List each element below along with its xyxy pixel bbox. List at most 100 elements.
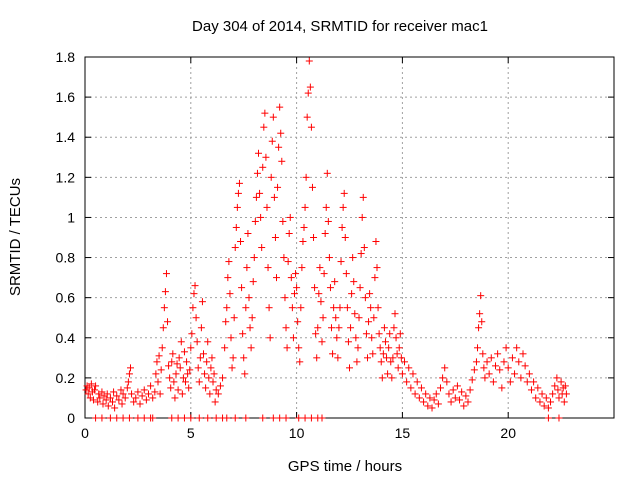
data-point <box>474 344 482 352</box>
y-tick-label: 1 <box>67 209 75 225</box>
data-point <box>508 354 516 362</box>
data-point <box>252 193 260 201</box>
data-point <box>210 370 218 378</box>
data-point <box>170 378 178 386</box>
data-point <box>276 103 284 111</box>
data-point <box>392 334 400 342</box>
data-point <box>384 370 392 378</box>
data-point <box>320 270 328 278</box>
y-axis-title: SRMTID / TECUs <box>7 178 24 296</box>
data-point <box>256 189 264 197</box>
data-point <box>270 193 278 201</box>
data-point <box>403 378 411 386</box>
data-point <box>424 402 432 410</box>
data-point <box>242 304 250 312</box>
x-tick-label: 10 <box>289 425 305 441</box>
data-point <box>211 398 219 406</box>
data-point <box>249 278 257 286</box>
data-point <box>492 362 500 370</box>
data-point <box>401 358 409 366</box>
data-point <box>239 330 247 338</box>
data-point <box>161 288 169 296</box>
data-point <box>128 390 136 398</box>
data-point <box>330 304 338 312</box>
data-point <box>536 398 544 406</box>
data-point <box>286 213 294 221</box>
data-point <box>549 390 557 398</box>
data-point <box>188 330 196 338</box>
data-point <box>98 388 106 396</box>
data-point <box>92 382 100 390</box>
data-point <box>544 414 552 422</box>
y-tick-label: 1.6 <box>56 89 76 105</box>
data-point <box>190 290 198 298</box>
data-point <box>318 414 326 422</box>
data-point <box>287 274 295 282</box>
data-point <box>232 223 240 231</box>
data-point <box>302 173 310 181</box>
data-point <box>182 378 190 386</box>
data-point <box>99 400 107 408</box>
data-point <box>247 344 255 352</box>
data-point <box>420 398 428 406</box>
data-point <box>355 314 363 322</box>
data-point <box>206 390 214 398</box>
data-point <box>226 290 234 298</box>
data-point <box>166 374 174 382</box>
data-point <box>389 354 397 362</box>
data-point <box>515 358 523 366</box>
data-point <box>426 394 434 402</box>
x-tick-label: 0 <box>81 425 89 441</box>
data-point <box>532 394 540 402</box>
data-point <box>500 358 508 366</box>
data-point <box>356 284 364 292</box>
data-point <box>257 213 265 221</box>
data-point <box>430 396 438 404</box>
data-point <box>453 382 461 390</box>
data-point <box>205 374 213 382</box>
data-point <box>250 254 258 262</box>
data-point <box>241 370 249 378</box>
y-tick-label: 0.4 <box>56 330 76 346</box>
data-point <box>303 113 311 121</box>
data-point <box>102 396 110 404</box>
data-point <box>282 324 290 332</box>
data-point <box>134 414 142 422</box>
data-point <box>485 370 493 378</box>
data-point <box>398 370 406 378</box>
data-point <box>222 318 230 326</box>
data-point <box>354 344 362 352</box>
data-point <box>476 310 484 318</box>
data-point <box>113 392 121 400</box>
grid-lines <box>85 57 614 418</box>
data-point <box>275 143 283 151</box>
data-point <box>144 390 152 398</box>
data-point <box>110 388 118 396</box>
data-point <box>332 314 340 322</box>
data-point <box>173 360 181 368</box>
data-point <box>140 386 148 394</box>
data-point <box>462 392 470 400</box>
data-point <box>261 109 269 117</box>
data-point <box>223 414 231 422</box>
data-point <box>346 364 353 372</box>
data-point <box>160 304 168 312</box>
data-point <box>498 384 506 392</box>
data-point <box>251 217 259 225</box>
x-axis-title: GPS time / hours <box>288 458 402 475</box>
data-point <box>203 358 211 366</box>
data-point <box>428 404 436 412</box>
data-point <box>89 396 97 404</box>
data-point <box>305 57 313 65</box>
data-point <box>276 414 284 422</box>
data-point <box>434 400 442 408</box>
data-point <box>298 264 306 272</box>
data-point <box>358 213 366 221</box>
data-point <box>274 183 282 191</box>
x-tick-label: 20 <box>500 425 516 441</box>
data-point <box>235 179 243 187</box>
data-point <box>547 398 555 406</box>
y-tick-label: 0.8 <box>56 250 76 266</box>
data-point <box>496 366 504 374</box>
data-point <box>489 378 497 386</box>
